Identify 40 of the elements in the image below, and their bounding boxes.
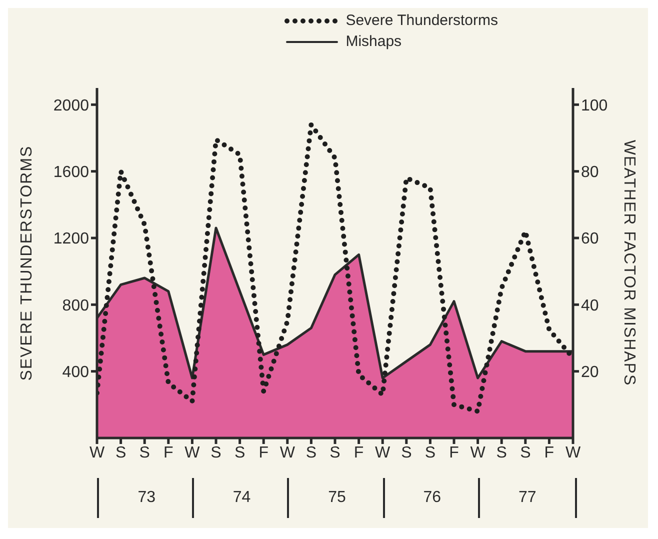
x-tick-label: S [330, 444, 340, 462]
y2-tick-label: 20 [581, 364, 599, 382]
x-tick-label: F [354, 444, 364, 462]
text: 75 [287, 478, 385, 518]
x-tick-label: S [115, 444, 126, 462]
text: 74 [192, 478, 290, 518]
legend-label: Mishaps [346, 33, 402, 50]
y2-axis-title: WEATHER FACTOR MISHAPS [620, 140, 638, 386]
y-tick-label: 1600 [53, 164, 90, 182]
x-tick-label: S [520, 444, 531, 462]
x-tick-label: F [258, 444, 269, 462]
x-tick-label: F [449, 444, 460, 462]
x-tick-label: W [565, 444, 582, 462]
y-tick-label: 1200 [53, 230, 90, 248]
x-tick-label: S [139, 444, 150, 462]
x-tick-label: S [210, 444, 222, 462]
x-tick-label: W [89, 444, 106, 462]
x-tick-label: W [280, 444, 296, 462]
text: 73 [97, 478, 194, 518]
x-tick-label: S [401, 444, 412, 462]
y-tick-label: 800 [62, 297, 90, 314]
x-tick-label: S [234, 444, 246, 462]
y-tick-label: 400 [62, 364, 90, 382]
x-tick-label: S [496, 444, 507, 462]
text: 77 [478, 478, 577, 518]
x-tick-label: W [470, 444, 486, 462]
y2-tick-label: 100 [581, 97, 608, 114]
y-tick-label: 2000 [53, 97, 90, 114]
x-tick-label: S [306, 444, 317, 462]
legend-label: Severe Thunderstorms [346, 12, 498, 29]
y2-tick-label: 60 [581, 230, 599, 248]
x-tick-label: W [184, 444, 201, 462]
x-tick-label: S [424, 444, 436, 462]
y2-tick-label: 40 [581, 297, 599, 314]
x-tick-label: F [164, 444, 174, 462]
y2-tick-label: 80 [581, 164, 599, 182]
text: 76 [382, 478, 480, 518]
x-tick-label: F [544, 444, 554, 462]
x-tick-label: W [375, 444, 392, 462]
y-axis-title: SEVERE THUNDERSTORMS [18, 145, 36, 381]
